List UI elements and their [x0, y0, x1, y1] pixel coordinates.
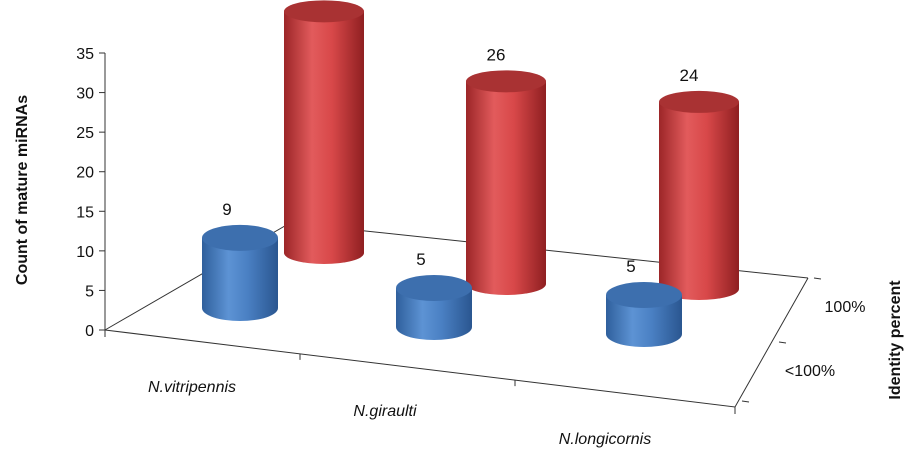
bar-body [659, 101, 739, 301]
y-tick-label: 30 [76, 86, 94, 103]
data-label: 9 [222, 200, 231, 219]
bar-cylinder [606, 282, 682, 347]
depth-tick-mark [778, 341, 787, 344]
bar-cylinder [284, 0, 364, 265]
depth-tick-mark [741, 400, 750, 403]
y-tick-label: 5 [85, 283, 94, 300]
depth-category-label: 100% [825, 299, 866, 316]
bar-cylinder [396, 275, 472, 340]
bar-body [606, 295, 682, 347]
y-tick-label: 0 [85, 323, 94, 340]
bar-body [202, 237, 278, 321]
bar-cylinder [202, 224, 278, 321]
bar-top [466, 70, 546, 93]
x-category-label: N.longicornis [559, 431, 651, 448]
data-labels: 312624955 [222, 45, 699, 276]
y-axis-ticks: 0 5 10 15 20 25 30 35 [76, 46, 105, 340]
y-tick-label: 15 [76, 204, 94, 221]
bar-top [202, 224, 278, 251]
data-label: 5 [416, 250, 425, 269]
bar-top [659, 90, 739, 113]
data-label: 5 [626, 257, 635, 276]
bars [202, 0, 739, 347]
y-tick-label: 25 [76, 125, 94, 142]
y-tick-label: 20 [76, 165, 94, 182]
bar-cylinder [659, 90, 739, 301]
y-tick-label: 10 [76, 244, 94, 261]
x-axis-categories: N.vitripennis N.giraulti N.longicornis [104, 330, 736, 448]
bar-cylinder [466, 70, 546, 295]
depth-category-label: <100% [785, 363, 835, 380]
y-tick-label: 35 [76, 46, 94, 63]
bar-body [284, 11, 364, 265]
data-label: 26 [487, 45, 506, 64]
depth-axis-categories: <100% 100% [741, 277, 866, 403]
depth-axis-title: Identity percent [887, 280, 904, 400]
x-category-label: N.giraulti [353, 403, 417, 420]
bar-body [396, 288, 472, 340]
bar-top [284, 0, 364, 23]
y-axis-title: Count of mature miRNAs [14, 95, 31, 285]
bar-body [466, 81, 546, 295]
x-category-label: N.vitripennis [148, 379, 236, 396]
data-label: 24 [680, 66, 699, 85]
bar-top [606, 282, 682, 309]
depth-tick-mark [813, 277, 822, 280]
bar-top [396, 275, 472, 302]
